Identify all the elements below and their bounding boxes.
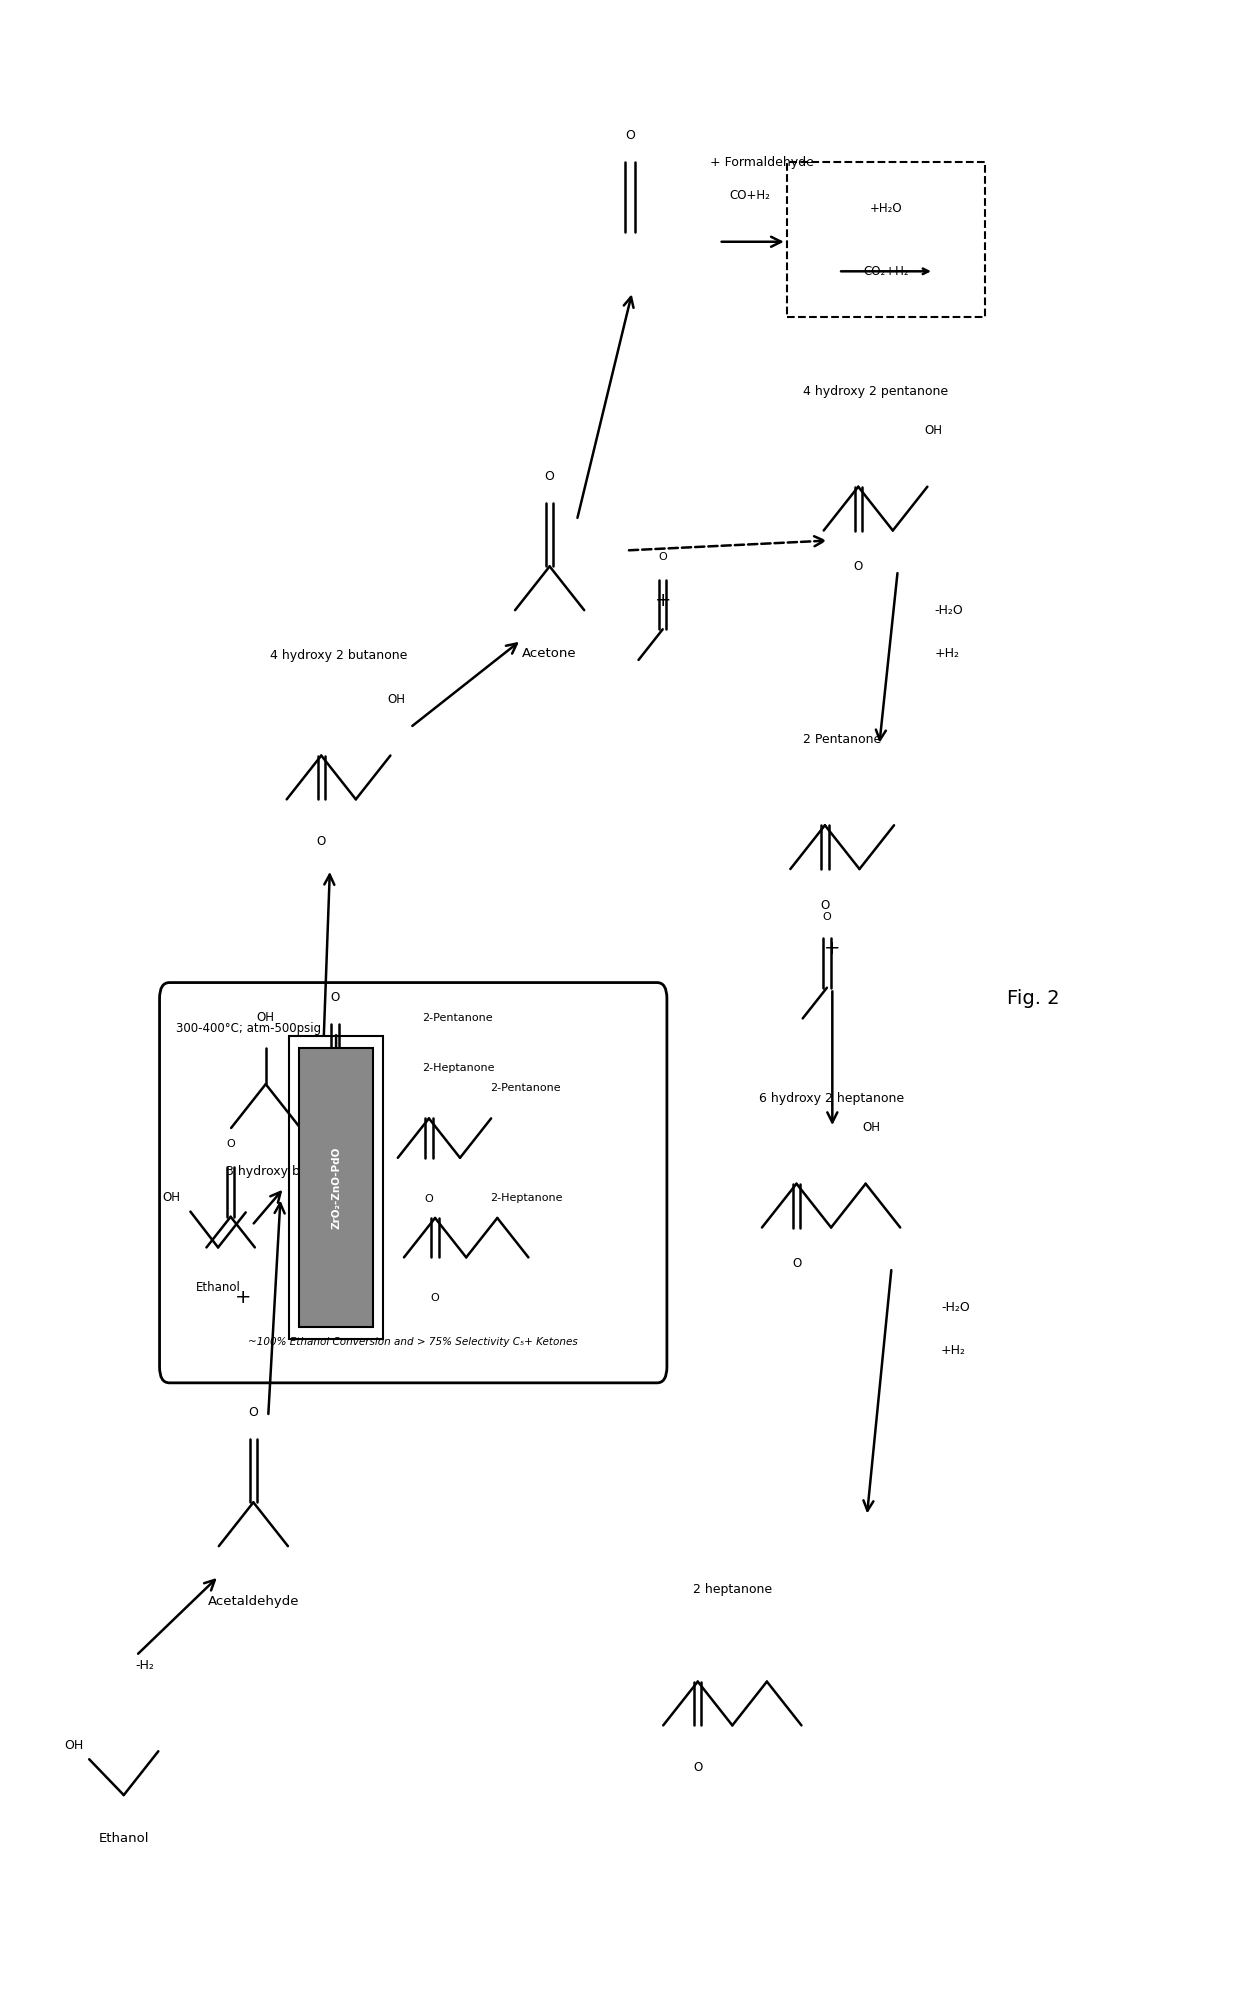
Text: O: O <box>226 1138 236 1148</box>
Text: O: O <box>658 551 667 561</box>
Text: 4 hydroxy 2 pentanone: 4 hydroxy 2 pentanone <box>804 385 949 397</box>
Text: O: O <box>330 991 340 1004</box>
Text: OH: OH <box>63 1739 83 1751</box>
Text: O: O <box>693 1761 702 1773</box>
Text: 4 hydroxy 2 butanone: 4 hydroxy 2 butanone <box>270 649 407 663</box>
Text: O: O <box>792 1258 801 1270</box>
Text: OH: OH <box>388 693 405 705</box>
Text: CO+H₂: CO+H₂ <box>729 190 770 202</box>
Text: 2-Pentanone: 2-Pentanone <box>423 1012 494 1022</box>
Text: 2-Pentanone: 2-Pentanone <box>490 1082 560 1092</box>
Text: +: + <box>655 591 671 609</box>
FancyBboxPatch shape <box>786 162 986 318</box>
Text: 3 hydroxy butanal: 3 hydroxy butanal <box>226 1166 340 1178</box>
Text: -H₂: -H₂ <box>135 1660 154 1671</box>
Text: CO₂+H₂: CO₂+H₂ <box>863 266 909 278</box>
Text: O: O <box>853 561 863 573</box>
Text: O: O <box>316 835 326 849</box>
Text: O: O <box>430 1294 439 1304</box>
Text: O: O <box>625 130 635 142</box>
Text: 2-Heptanone: 2-Heptanone <box>423 1062 495 1072</box>
Text: 300-400°C; atm-500psig: 300-400°C; atm-500psig <box>176 1022 321 1034</box>
Text: Ethanol: Ethanol <box>98 1833 149 1845</box>
Text: Acetone: Acetone <box>522 647 577 661</box>
Text: -H₂O: -H₂O <box>935 603 963 617</box>
Text: -H₂O: -H₂O <box>941 1300 970 1314</box>
Bar <box>299 1048 373 1328</box>
Text: OH: OH <box>162 1190 181 1204</box>
FancyBboxPatch shape <box>160 983 667 1382</box>
Text: + Formaldehyde: + Formaldehyde <box>711 156 813 168</box>
Text: ZrO₂-ZnO-PdO: ZrO₂-ZnO-PdO <box>331 1146 341 1228</box>
Text: O: O <box>424 1194 433 1204</box>
Text: Fig. 2: Fig. 2 <box>1007 989 1060 1008</box>
Text: O: O <box>248 1406 258 1418</box>
Text: 2 heptanone: 2 heptanone <box>693 1584 771 1596</box>
Text: O: O <box>822 913 831 923</box>
Text: O: O <box>821 899 830 913</box>
Text: O: O <box>544 469 554 483</box>
Text: Acetaldehyde: Acetaldehyde <box>207 1596 299 1608</box>
Text: Ethanol: Ethanol <box>196 1280 241 1294</box>
Text: +: + <box>236 1288 252 1306</box>
Text: OH: OH <box>257 1010 275 1024</box>
Bar <box>289 1036 383 1340</box>
Text: 2 Pentanone: 2 Pentanone <box>804 733 882 747</box>
Text: +H₂: +H₂ <box>941 1344 966 1358</box>
Text: 2-Heptanone: 2-Heptanone <box>490 1192 563 1202</box>
Text: +: + <box>825 939 841 959</box>
Text: 6 hydroxy 2 heptanone: 6 hydroxy 2 heptanone <box>759 1092 904 1104</box>
Text: OH: OH <box>863 1120 880 1134</box>
Text: ~100% Ethanol Conversion and > 75% Selectivity C₅+ Ketones: ~100% Ethanol Conversion and > 75% Selec… <box>248 1338 578 1348</box>
Text: OH: OH <box>925 423 942 437</box>
Text: +H₂: +H₂ <box>935 647 960 661</box>
Text: +H₂O: +H₂O <box>869 202 903 216</box>
